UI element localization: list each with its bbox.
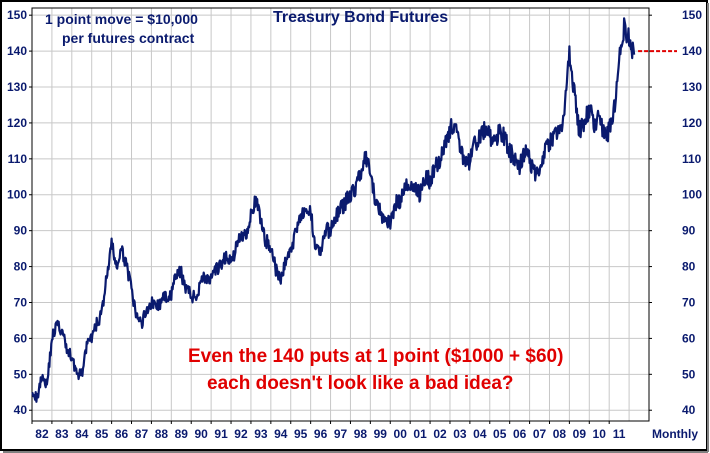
x-tick-label: 84 <box>75 427 89 441</box>
y-tick-label-left: 90 <box>14 224 28 238</box>
y-axis-right: 40 50 60 70 80 90 100 110 120 130 140 150 <box>649 8 702 417</box>
x-tick-label: 86 <box>115 427 129 441</box>
x-tick-label: 07 <box>533 427 547 441</box>
x-tick-label: 88 <box>155 427 169 441</box>
y-tick-label-right: 40 <box>682 403 696 417</box>
x-tick-label: 87 <box>135 427 149 441</box>
x-tick-label: 98 <box>354 427 368 441</box>
x-tick-label: 02 <box>433 427 447 441</box>
x-tick-label: 04 <box>473 427 487 441</box>
y-tick-label-left: 120 <box>7 116 27 130</box>
series-line <box>31 17 636 403</box>
x-tick-label: 99 <box>374 427 388 441</box>
x-tick-label: 93 <box>254 427 268 441</box>
x-tick-label: 91 <box>214 427 228 441</box>
y-axis-left: 40 50 60 70 80 90 100 110 120 130 140 150 <box>7 8 32 417</box>
y-tick-label-left: 150 <box>7 8 27 22</box>
y-tick-label-right: 120 <box>682 116 702 130</box>
frequency-label: Monthly <box>652 427 698 441</box>
chart-title: Treasury Bond Futures <box>273 9 449 26</box>
x-tick-label: 05 <box>493 427 507 441</box>
y-tick-label-left: 70 <box>14 295 28 309</box>
callout-line-2: each doesn't look like a bad idea? <box>207 373 514 394</box>
y-tick-label-right: 70 <box>682 295 696 309</box>
y-tick-label-left: 130 <box>7 80 27 94</box>
x-tick-label: 09 <box>573 427 587 441</box>
x-tick-label: 00 <box>394 427 408 441</box>
x-tick-label: 82 <box>35 427 49 441</box>
y-tick-label-right: 140 <box>682 44 702 58</box>
y-tick-label-right: 80 <box>682 260 696 274</box>
plot-border <box>31 7 650 422</box>
x-tick-label: 83 <box>55 427 69 441</box>
x-tick-label: 95 <box>294 427 308 441</box>
y-tick-label-left: 100 <box>7 188 27 202</box>
y-tick-label-left: 80 <box>14 260 28 274</box>
x-tick-label: 10 <box>593 427 607 441</box>
y-tick-label-right: 60 <box>682 331 696 345</box>
grid <box>32 8 649 421</box>
x-tick-label: 89 <box>175 427 189 441</box>
x-tick-label: 94 <box>274 427 288 441</box>
contract-note-line-1: 1 point move = $10,000 <box>45 11 198 27</box>
x-tick-label: 85 <box>95 427 109 441</box>
y-tick-label-left: 60 <box>14 331 28 345</box>
x-tick-label: 11 <box>613 427 626 441</box>
y-tick-label-left: 110 <box>8 152 28 166</box>
x-tick-label: 03 <box>453 427 467 441</box>
x-tick-label: 96 <box>314 427 328 441</box>
y-tick-label-right: 130 <box>682 80 702 94</box>
y-tick-label-left: 50 <box>14 367 28 381</box>
x-tick-label: 90 <box>194 427 208 441</box>
x-tick-label: 92 <box>234 427 248 441</box>
callout-line-1: Even the 140 puts at 1 point ($1000 + $6… <box>188 346 564 367</box>
x-axis: 82 83 84 85 86 87 88 89 90 91 92 93 94 95 96 97 98 99 00 01… <box>31 421 626 441</box>
y-tick-label-right: 100 <box>682 188 702 202</box>
y-tick-label-right: 110 <box>682 152 702 166</box>
y-tick-label-left: 40 <box>14 403 28 417</box>
y-tick-label-right: 90 <box>682 224 696 238</box>
x-tick-label: 97 <box>334 427 348 441</box>
x-tick-label: 01 <box>413 427 427 441</box>
y-tick-label-right: 150 <box>682 8 702 22</box>
contract-note-line-2: per futures contract <box>62 30 195 46</box>
y-tick-label-left: 140 <box>7 44 27 58</box>
x-tick-label: 06 <box>513 427 527 441</box>
y-tick-label-right: 50 <box>682 367 696 381</box>
x-tick-label: 08 <box>553 427 567 441</box>
